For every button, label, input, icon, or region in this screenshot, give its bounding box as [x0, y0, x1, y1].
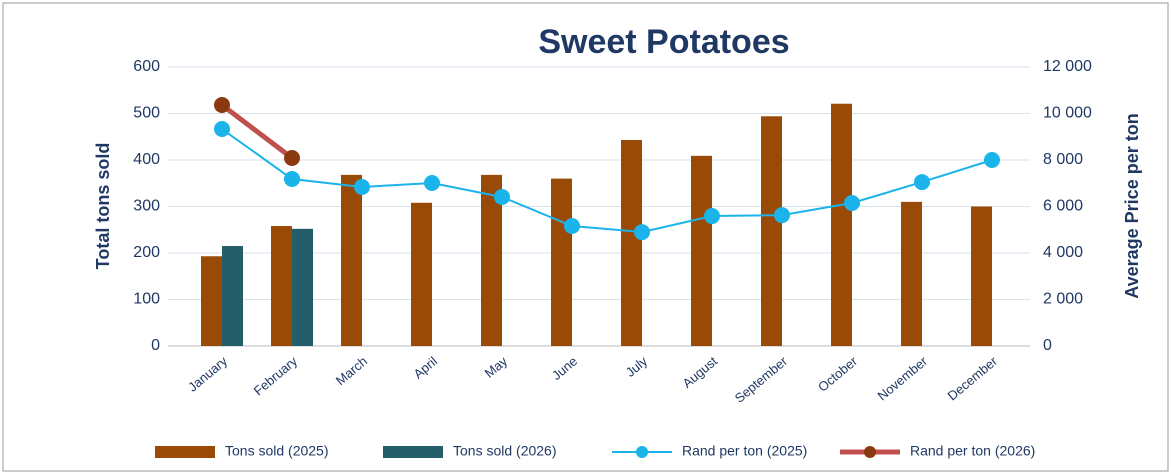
- y2-tick-label: 0: [1043, 337, 1052, 354]
- y2-tick-label: 12 000: [1043, 58, 1092, 75]
- bar: [201, 256, 222, 346]
- legend-label: Rand per ton (2025): [682, 443, 807, 459]
- y-tick-label: 300: [133, 198, 160, 215]
- line-marker: [354, 178, 370, 195]
- y2-tick-label: 4 000: [1043, 244, 1083, 261]
- line: [220, 103, 294, 160]
- legend-marker: [636, 446, 648, 458]
- line-marker: [494, 188, 510, 205]
- y-axis-label: Total tons sold: [93, 143, 113, 270]
- line: [221, 128, 993, 234]
- y2-tick-label: 2 000: [1043, 291, 1083, 308]
- y-tick-label: 400: [133, 151, 160, 168]
- y-tick-label: 100: [133, 291, 160, 308]
- line-marker: [424, 175, 440, 192]
- line-marker: [844, 195, 860, 212]
- bar: [831, 103, 852, 346]
- bar: [761, 116, 782, 346]
- y-tick-label: 500: [133, 105, 160, 122]
- line-marker: [774, 207, 790, 224]
- y2-tick-label: 6 000: [1043, 198, 1083, 215]
- line-marker: [284, 150, 300, 167]
- chart-title: Sweet Potatoes: [538, 23, 789, 61]
- bar: [901, 201, 922, 346]
- y-tick-label: 0: [151, 337, 160, 354]
- legend-label: Tons sold (2026): [453, 443, 557, 459]
- y-tick-label: 200: [133, 244, 160, 261]
- line-marker: [214, 97, 230, 114]
- legend-swatch: [155, 446, 215, 458]
- bar: [971, 206, 992, 346]
- bar: [411, 202, 432, 346]
- bar: [621, 140, 642, 346]
- y2-tick-label: 8 000: [1043, 151, 1083, 168]
- bar: [222, 246, 243, 346]
- legend-label: Rand per ton (2026): [910, 443, 1035, 459]
- legend-swatch: [383, 446, 443, 458]
- bar: [481, 174, 502, 346]
- y-tick-label: 600: [133, 58, 160, 75]
- legend-marker: [864, 446, 876, 458]
- bar: [341, 174, 362, 346]
- line-marker: [214, 121, 230, 138]
- line-marker: [634, 224, 650, 241]
- bar: [551, 178, 572, 346]
- legend-label: Tons sold (2025): [225, 443, 329, 459]
- line-marker: [564, 218, 580, 235]
- y2-tick-label: 10 000: [1043, 105, 1092, 122]
- line-marker: [914, 174, 930, 191]
- line-marker: [284, 170, 300, 187]
- y2-axis-label: Average Price per ton: [1122, 113, 1142, 298]
- bar: [292, 228, 313, 346]
- line-marker: [704, 208, 720, 225]
- bar: [691, 155, 712, 346]
- line-marker: [984, 152, 1000, 168]
- bar: [271, 226, 292, 346]
